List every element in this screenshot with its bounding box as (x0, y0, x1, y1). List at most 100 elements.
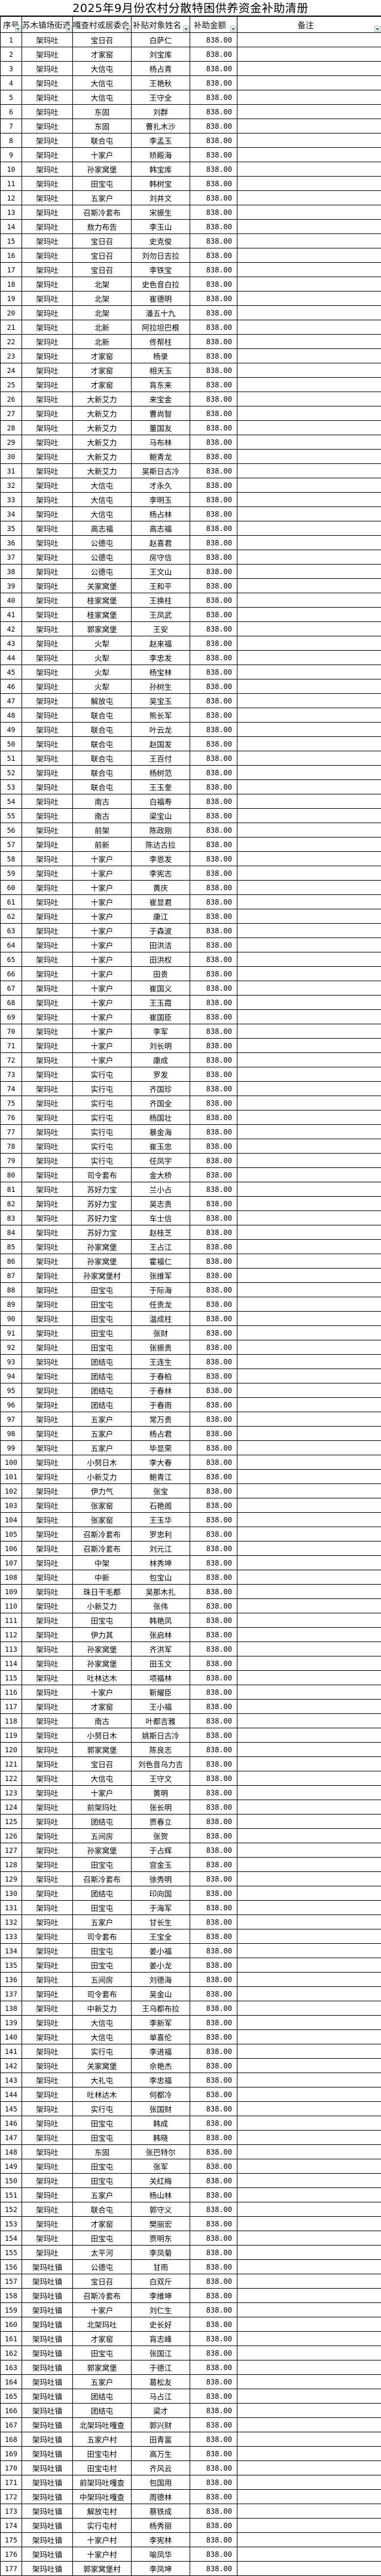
remark-cell[interactable] (237, 2101, 381, 2116)
amount-cell[interactable]: 838.00 (190, 406, 237, 421)
village-cell[interactable]: 团结屯 (72, 1886, 132, 1901)
amount-cell[interactable]: 838.00 (190, 722, 237, 737)
town-cell[interactable]: 架玛吐 (22, 923, 73, 938)
town-cell[interactable]: 架玛吐 (22, 1124, 73, 1139)
amount-cell[interactable]: 838.00 (190, 1914, 237, 1929)
amount-cell[interactable]: 838.00 (190, 1742, 237, 1757)
name-cell[interactable]: 田洪洁 (131, 937, 190, 952)
remark-cell[interactable] (237, 104, 381, 119)
town-cell[interactable]: 架玛吐 (22, 593, 73, 608)
name-cell[interactable]: 王换柱 (131, 593, 190, 608)
remark-cell[interactable] (237, 736, 381, 751)
remark-cell[interactable] (237, 894, 381, 909)
serial-cell[interactable]: 82 (0, 1196, 22, 1211)
amount-cell[interactable]: 838.00 (190, 650, 237, 665)
village-cell[interactable]: 大信屯 (72, 90, 132, 105)
amount-cell[interactable]: 838.00 (190, 909, 237, 924)
remark-cell[interactable] (237, 205, 381, 220)
amount-cell[interactable]: 838.00 (190, 463, 237, 478)
village-cell[interactable]: 田宝屯 (72, 1943, 132, 1958)
amount-cell[interactable]: 838.00 (190, 1081, 237, 1096)
town-cell[interactable]: 架玛吐 (22, 621, 73, 636)
town-cell[interactable]: 架玛吐 (22, 506, 73, 521)
town-cell[interactable]: 架玛吐 (22, 492, 73, 507)
serial-cell[interactable]: 132 (0, 1914, 22, 1929)
amount-cell[interactable]: 838.00 (190, 1167, 237, 1182)
amount-cell[interactable]: 838.00 (190, 2058, 237, 2073)
remark-cell[interactable] (237, 2015, 381, 2030)
amount-cell[interactable]: 838.00 (190, 2101, 237, 2116)
village-cell[interactable]: 大新艾力 (72, 435, 132, 450)
serial-cell[interactable]: 44 (0, 650, 22, 665)
town-cell[interactable]: 架玛吐 (22, 1914, 73, 1929)
village-cell[interactable]: 五家户 (72, 1426, 132, 1441)
serial-cell[interactable]: 13 (0, 205, 22, 220)
serial-cell[interactable]: 173 (0, 2504, 22, 2519)
amount-cell[interactable]: 838.00 (190, 291, 237, 306)
remark-cell[interactable] (237, 1656, 381, 1671)
serial-cell[interactable]: 152 (0, 2202, 22, 2217)
town-cell[interactable]: 架玛吐 (22, 1469, 73, 1484)
serial-cell[interactable]: 48 (0, 708, 22, 723)
remark-cell[interactable] (237, 765, 381, 780)
remark-cell[interactable] (237, 133, 381, 148)
serial-cell[interactable]: 106 (0, 1541, 22, 1556)
name-cell[interactable]: 鲍青江 (131, 1469, 190, 1484)
town-cell[interactable]: 架玛吐 (22, 2231, 73, 2246)
serial-cell[interactable]: 145 (0, 2101, 22, 2116)
serial-cell[interactable]: 63 (0, 923, 22, 938)
serial-cell[interactable]: 140 (0, 2029, 22, 2044)
remark-cell[interactable] (237, 420, 381, 435)
remark-cell[interactable] (237, 1124, 381, 1139)
town-cell[interactable]: 架玛吐 (22, 119, 73, 133)
name-cell[interactable]: 王宝全 (131, 1929, 190, 1944)
remark-cell[interactable] (237, 2532, 381, 2547)
remark-cell[interactable] (237, 981, 381, 996)
village-cell[interactable]: 十家户 (72, 1009, 132, 1024)
name-cell[interactable]: 李铁宝 (131, 262, 190, 277)
remark-cell[interactable] (237, 1555, 381, 1570)
remark-cell[interactable] (237, 1354, 381, 1369)
village-cell[interactable]: 解放屯村 (72, 2504, 132, 2519)
town-cell[interactable]: 架玛吐 (22, 995, 73, 1010)
name-cell[interactable]: 甘雨 (131, 2259, 190, 2274)
town-cell[interactable]: 架玛吐镇 (22, 2403, 73, 2418)
amount-cell[interactable]: 838.00 (190, 808, 237, 823)
amount-cell[interactable]: 838.00 (190, 90, 237, 105)
amount-cell[interactable]: 838.00 (190, 1828, 237, 1843)
remark-cell[interactable] (237, 1771, 381, 1786)
village-cell[interactable]: 大新艾力 (72, 406, 132, 421)
town-cell[interactable]: 架玛吐 (22, 348, 73, 363)
filter-dropdown-icon[interactable] (374, 26, 380, 32)
remark-cell[interactable] (237, 2173, 381, 2188)
town-cell[interactable]: 架玛吐 (22, 478, 73, 493)
name-cell[interactable]: 杨秀丽 (131, 2518, 190, 2533)
village-cell[interactable]: 田宝屯村 (72, 2460, 132, 2475)
name-cell[interactable]: 于占辉 (131, 1843, 190, 1858)
town-cell[interactable]: 架玛吐 (22, 1972, 73, 1987)
remark-cell[interactable] (237, 1081, 381, 1096)
serial-cell[interactable]: 129 (0, 1871, 22, 1886)
amount-cell[interactable]: 838.00 (190, 478, 237, 493)
remark-cell[interactable] (237, 2518, 381, 2533)
serial-cell[interactable]: 121 (0, 1756, 22, 1771)
town-cell[interactable]: 架玛吐镇 (22, 2389, 73, 2404)
town-cell[interactable]: 架玛吐 (22, 535, 73, 550)
name-cell[interactable]: 张财 (131, 1325, 190, 1340)
remark-cell[interactable] (237, 1785, 381, 1800)
remark-cell[interactable] (237, 708, 381, 723)
name-cell[interactable]: 单喜伦 (131, 2029, 190, 2044)
town-cell[interactable]: 架玛吐 (22, 837, 73, 852)
remark-cell[interactable] (237, 1900, 381, 1915)
remark-cell[interactable] (237, 1857, 381, 1872)
village-cell[interactable]: 大新艾力 (72, 449, 132, 464)
name-cell[interactable]: 佟帮柱 (131, 334, 190, 349)
amount-cell[interactable]: 838.00 (190, 2087, 237, 2102)
town-cell[interactable]: 架玛吐 (22, 1814, 73, 1829)
serial-cell[interactable]: 85 (0, 1239, 22, 1254)
town-cell[interactable]: 架玛吐 (22, 722, 73, 737)
town-cell[interactable]: 架玛吐镇 (22, 2302, 73, 2317)
village-cell[interactable]: 小努日木 (72, 1728, 132, 1743)
amount-cell[interactable]: 838.00 (190, 2015, 237, 2030)
serial-cell[interactable]: 42 (0, 621, 22, 636)
